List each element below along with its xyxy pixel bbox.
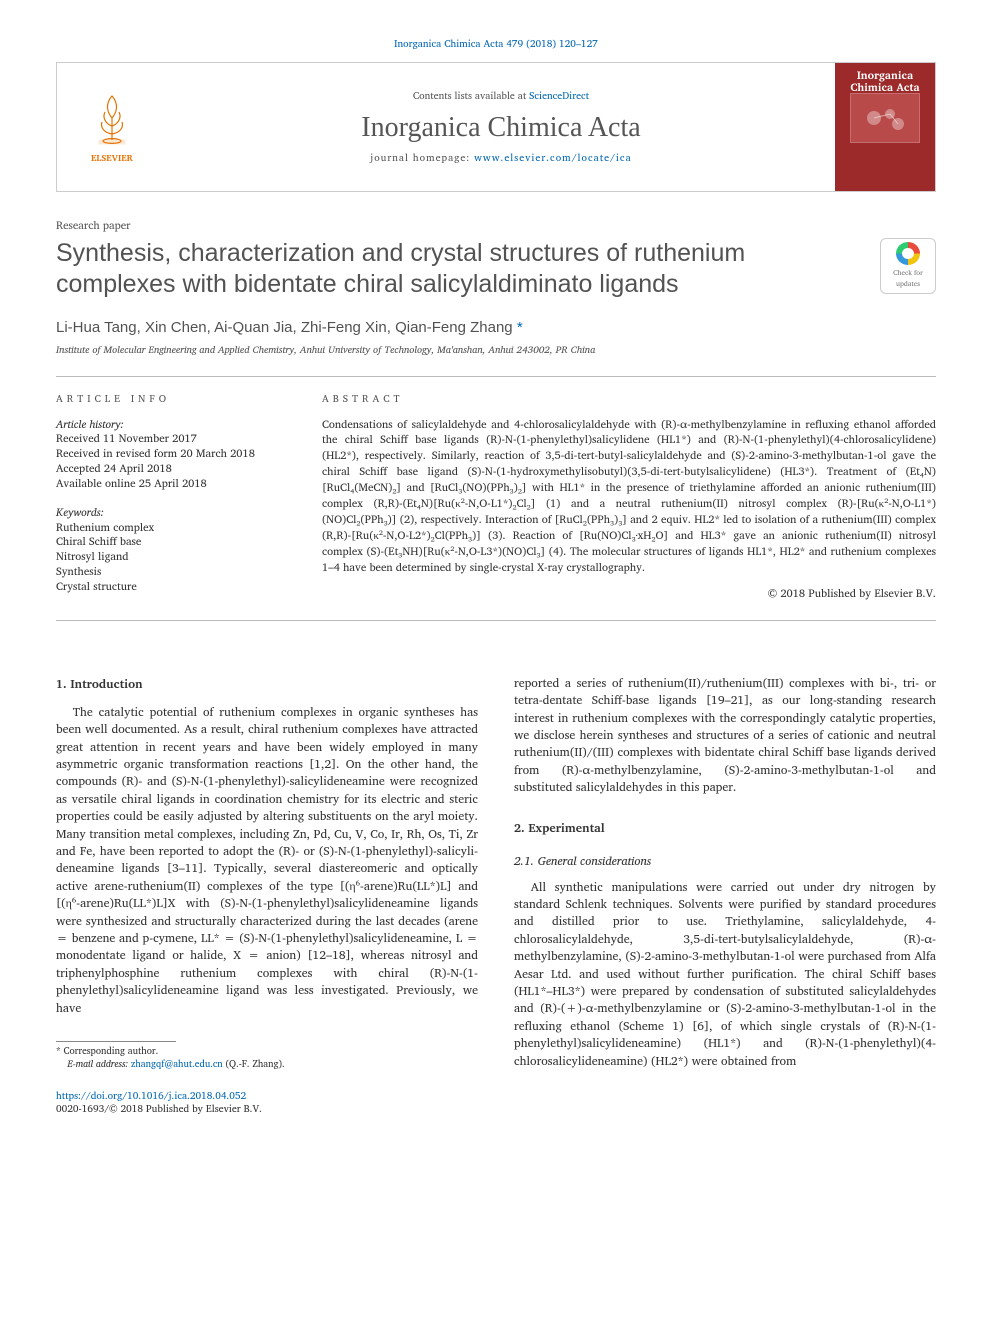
affiliation: Institute of Molecular Engineering and A… bbox=[56, 342, 936, 358]
section-heading-experimental: 2. Experimental bbox=[514, 819, 936, 838]
journal-homepage-line: journal homepage: www.elsevier.com/locat… bbox=[370, 150, 631, 166]
history-online: Available online 25 April 2018 bbox=[56, 476, 286, 491]
author-list: Li-Hua Tang, Xin Chen, Ai-Quan Jia, Zhi-… bbox=[56, 319, 936, 336]
body-columns: 1. Introduction The catalytic potential … bbox=[56, 675, 936, 1117]
article-info-block: ARTICLE INFO Article history: Received 1… bbox=[56, 377, 286, 602]
subsection-heading-general: 2.1. General considerations bbox=[514, 852, 936, 871]
authors-text: Li-Hua Tang, Xin Chen, Ai-Quan Jia, Zhi-… bbox=[56, 319, 513, 336]
keyword: Crystal structure bbox=[56, 579, 286, 594]
experimental-paragraph-1: All synthetic manipulations were carried… bbox=[514, 879, 936, 1070]
article-title: Synthesis, characterization and crystal … bbox=[56, 238, 864, 301]
cover-title: Inorganica Chimica Acta bbox=[839, 69, 931, 93]
abstract-block: ABSTRACT Condensations of salicylaldehyd… bbox=[322, 377, 936, 602]
abstract-text: Condensations of salicylaldehyde and 4-c… bbox=[322, 417, 936, 576]
left-column: 1. Introduction The catalytic potential … bbox=[56, 675, 478, 1117]
journal-cover-thumb: Inorganica Chimica Acta bbox=[835, 63, 935, 191]
masthead-center: Contents lists available at ScienceDirec… bbox=[167, 63, 835, 191]
journal-name: Inorganica Chimica Acta bbox=[361, 112, 640, 144]
section-heading-introduction: 1. Introduction bbox=[56, 675, 478, 694]
article-info-heading: ARTICLE INFO bbox=[56, 391, 286, 407]
running-citation: Inorganica Chimica Acta 479 (2018) 120–1… bbox=[56, 36, 936, 52]
email-who: (Q.-F. Zhang). bbox=[223, 1057, 285, 1072]
elsevier-tree-icon bbox=[85, 90, 139, 148]
issn-copyright: 0020-1693/© 2018 Published by Elsevier B… bbox=[56, 1101, 262, 1117]
paper-type-label: Research paper bbox=[56, 216, 936, 234]
cover-art-icon bbox=[850, 93, 920, 143]
corresponding-author-mark[interactable]: * bbox=[517, 319, 523, 336]
journal-masthead: ELSEVIER Contents lists available at Sci… bbox=[56, 62, 936, 192]
elsevier-wordmark: ELSEVIER bbox=[91, 150, 133, 165]
contents-available-line: Contents lists available at ScienceDirec… bbox=[413, 88, 589, 104]
abstract-heading: ABSTRACT bbox=[322, 391, 936, 407]
corresponding-footnote: * Corresponding author. E-mail address: … bbox=[56, 1046, 478, 1072]
abstract-copyright: © 2018 Published by Elsevier B.V. bbox=[322, 584, 936, 602]
homepage-prefix: journal homepage: bbox=[370, 150, 474, 166]
intro-paragraph-2: reported a series of ruthenium(II)/ruthe… bbox=[514, 675, 936, 797]
doi-issn-block: https://doi.org/10.1016/j.ica.2018.04.05… bbox=[56, 1090, 478, 1117]
title-row: Synthesis, characterization and crystal … bbox=[56, 238, 936, 301]
running-citation-link[interactable]: Inorganica Chimica Acta 479 (2018) 120–1… bbox=[394, 36, 598, 52]
crossmark-icon bbox=[896, 242, 920, 265]
sciencedirect-link[interactable]: ScienceDirect bbox=[529, 88, 589, 104]
journal-homepage-link[interactable]: www.elsevier.com/locate/ica bbox=[474, 150, 632, 166]
right-column: reported a series of ruthenium(II)/ruthe… bbox=[514, 675, 936, 1117]
intro-paragraph-1: The catalytic potential of ruthenium com… bbox=[56, 704, 478, 1017]
meta-abstract-row: ARTICLE INFO Article history: Received 1… bbox=[56, 377, 936, 602]
email-label: E-mail address: bbox=[67, 1057, 131, 1072]
crossmark-label: Check for updates bbox=[884, 268, 932, 290]
corr-email-link[interactable]: zhangqf@ahut.edu.cn bbox=[131, 1057, 223, 1072]
rule-bottom bbox=[56, 620, 936, 621]
crossmark-badge[interactable]: Check for updates bbox=[880, 238, 936, 294]
contents-prefix: Contents lists available at bbox=[413, 88, 529, 104]
footnote-rule bbox=[56, 1041, 176, 1042]
elsevier-logo[interactable]: ELSEVIER bbox=[85, 90, 139, 165]
publisher-logo-cell: ELSEVIER bbox=[57, 63, 167, 191]
